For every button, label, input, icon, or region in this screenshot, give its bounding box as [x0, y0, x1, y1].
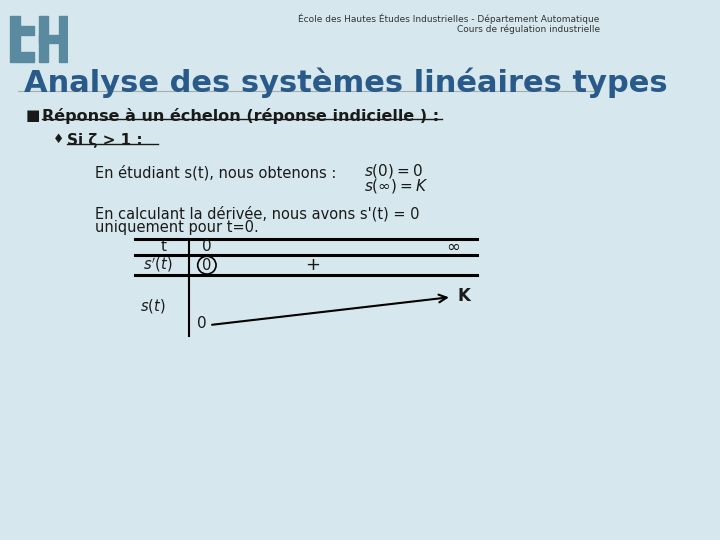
Text: $s(\infty)=K$: $s(\infty)=K$ [364, 177, 428, 195]
Text: En étudiant s(t), nous obtenons :: En étudiant s(t), nous obtenons : [95, 165, 336, 180]
Text: Analyse des systèmes linéaires types: Analyse des systèmes linéaires types [24, 68, 668, 98]
Text: Si ζ > 1 :: Si ζ > 1 : [68, 133, 143, 148]
Text: ♦: ♦ [53, 133, 64, 146]
Text: K: K [458, 287, 471, 305]
Bar [39, 35, 59, 43]
FancyArrowPatch shape [212, 295, 446, 325]
Text: 0: 0 [197, 316, 207, 332]
Text: 0: 0 [202, 239, 212, 254]
Text: ■: ■ [26, 108, 40, 123]
Text: $s(0)=0$: $s(0)=0$ [364, 162, 423, 180]
Bar [39, 16, 48, 62]
Bar [9, 16, 20, 62]
Bar [20, 25, 34, 35]
Text: uniquement pour t=0.: uniquement pour t=0. [95, 220, 258, 235]
Text: 0: 0 [202, 258, 212, 273]
Text: $s(t)$: $s(t)$ [140, 296, 166, 315]
Text: Cours de régulation industrielle: Cours de régulation industrielle [456, 24, 600, 34]
Text: +: + [305, 256, 320, 274]
Text: École des Hautes Études Industrielles - Département Automatique: École des Hautes Études Industrielles - … [298, 14, 600, 24]
Bar [20, 52, 34, 62]
Text: En calculant la dérivée, nous avons s'(t) = 0: En calculant la dérivée, nous avons s'(t… [95, 206, 419, 222]
Bar [59, 16, 68, 62]
Text: Réponse à un échelon (réponse indicielle ) :: Réponse à un échelon (réponse indicielle… [42, 108, 438, 124]
Text: ∞: ∞ [446, 238, 460, 256]
Text: t: t [161, 239, 167, 254]
Text: $s'(t)$: $s'(t)$ [143, 256, 173, 274]
